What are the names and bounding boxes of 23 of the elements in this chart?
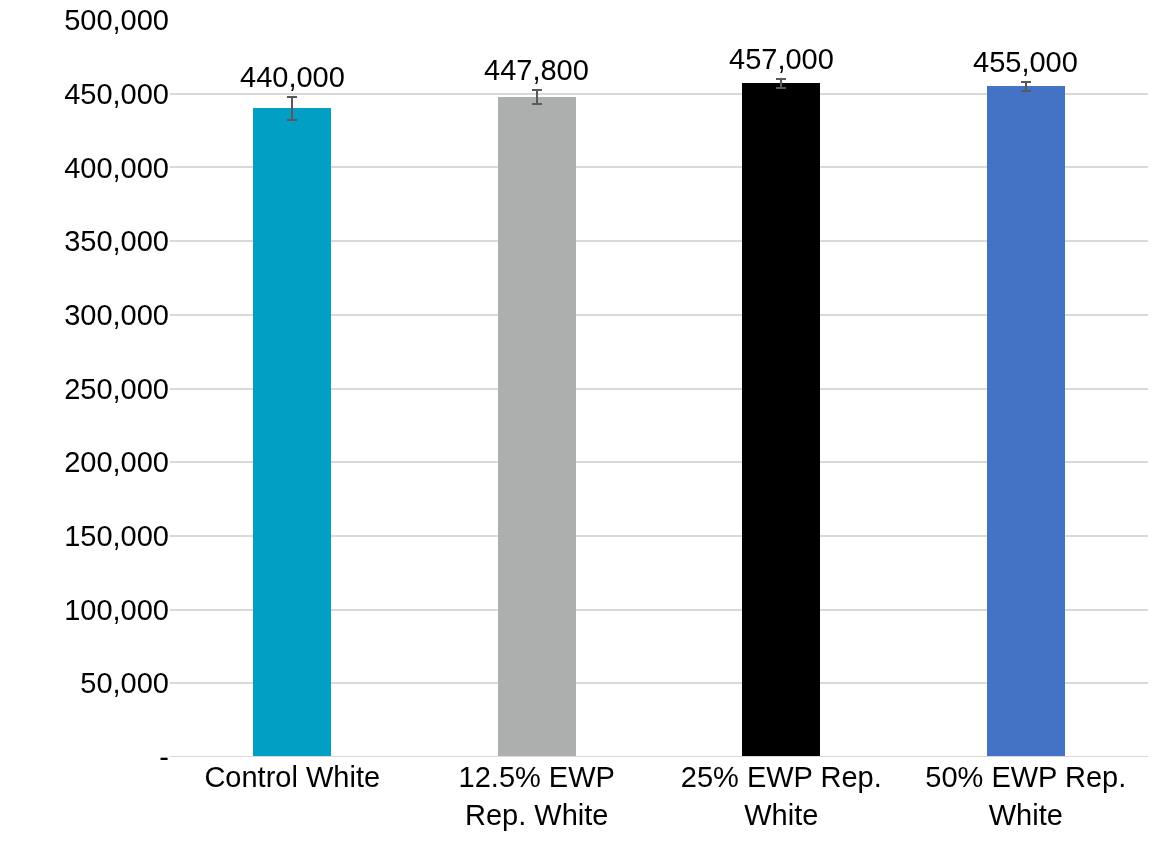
x-tick-label: 50% EWP Rep. White xyxy=(925,761,1127,831)
y-tick-label: 200,000 xyxy=(64,446,169,479)
x-tick-label: Control White xyxy=(204,761,381,793)
bar xyxy=(987,86,1065,757)
x-tick-label: 12.5% EWP Rep. White xyxy=(458,761,615,831)
y-tick-label: 150,000 xyxy=(64,520,169,553)
y-tick-label: 300,000 xyxy=(64,298,169,331)
bar xyxy=(498,97,576,757)
y-tick-label: 50,000 xyxy=(80,667,169,700)
y-tick-label: 400,000 xyxy=(64,151,169,184)
data-label: 455,000 xyxy=(973,46,1078,78)
y-tick-label: 250,000 xyxy=(64,372,169,405)
x-tick-label: 25% EWP Rep. White xyxy=(680,761,882,831)
y-tick-label: - xyxy=(159,741,169,774)
data-label: 447,800 xyxy=(484,54,589,86)
bar xyxy=(742,83,820,757)
y-tick-label: 350,000 xyxy=(64,225,169,258)
bar xyxy=(253,108,331,757)
y-tick-label: 500,000 xyxy=(64,4,169,37)
y-tick-label: 100,000 xyxy=(64,593,169,626)
data-label: 457,000 xyxy=(729,43,834,75)
data-label: 440,000 xyxy=(240,61,345,93)
y-tick-label: 450,000 xyxy=(64,77,169,110)
